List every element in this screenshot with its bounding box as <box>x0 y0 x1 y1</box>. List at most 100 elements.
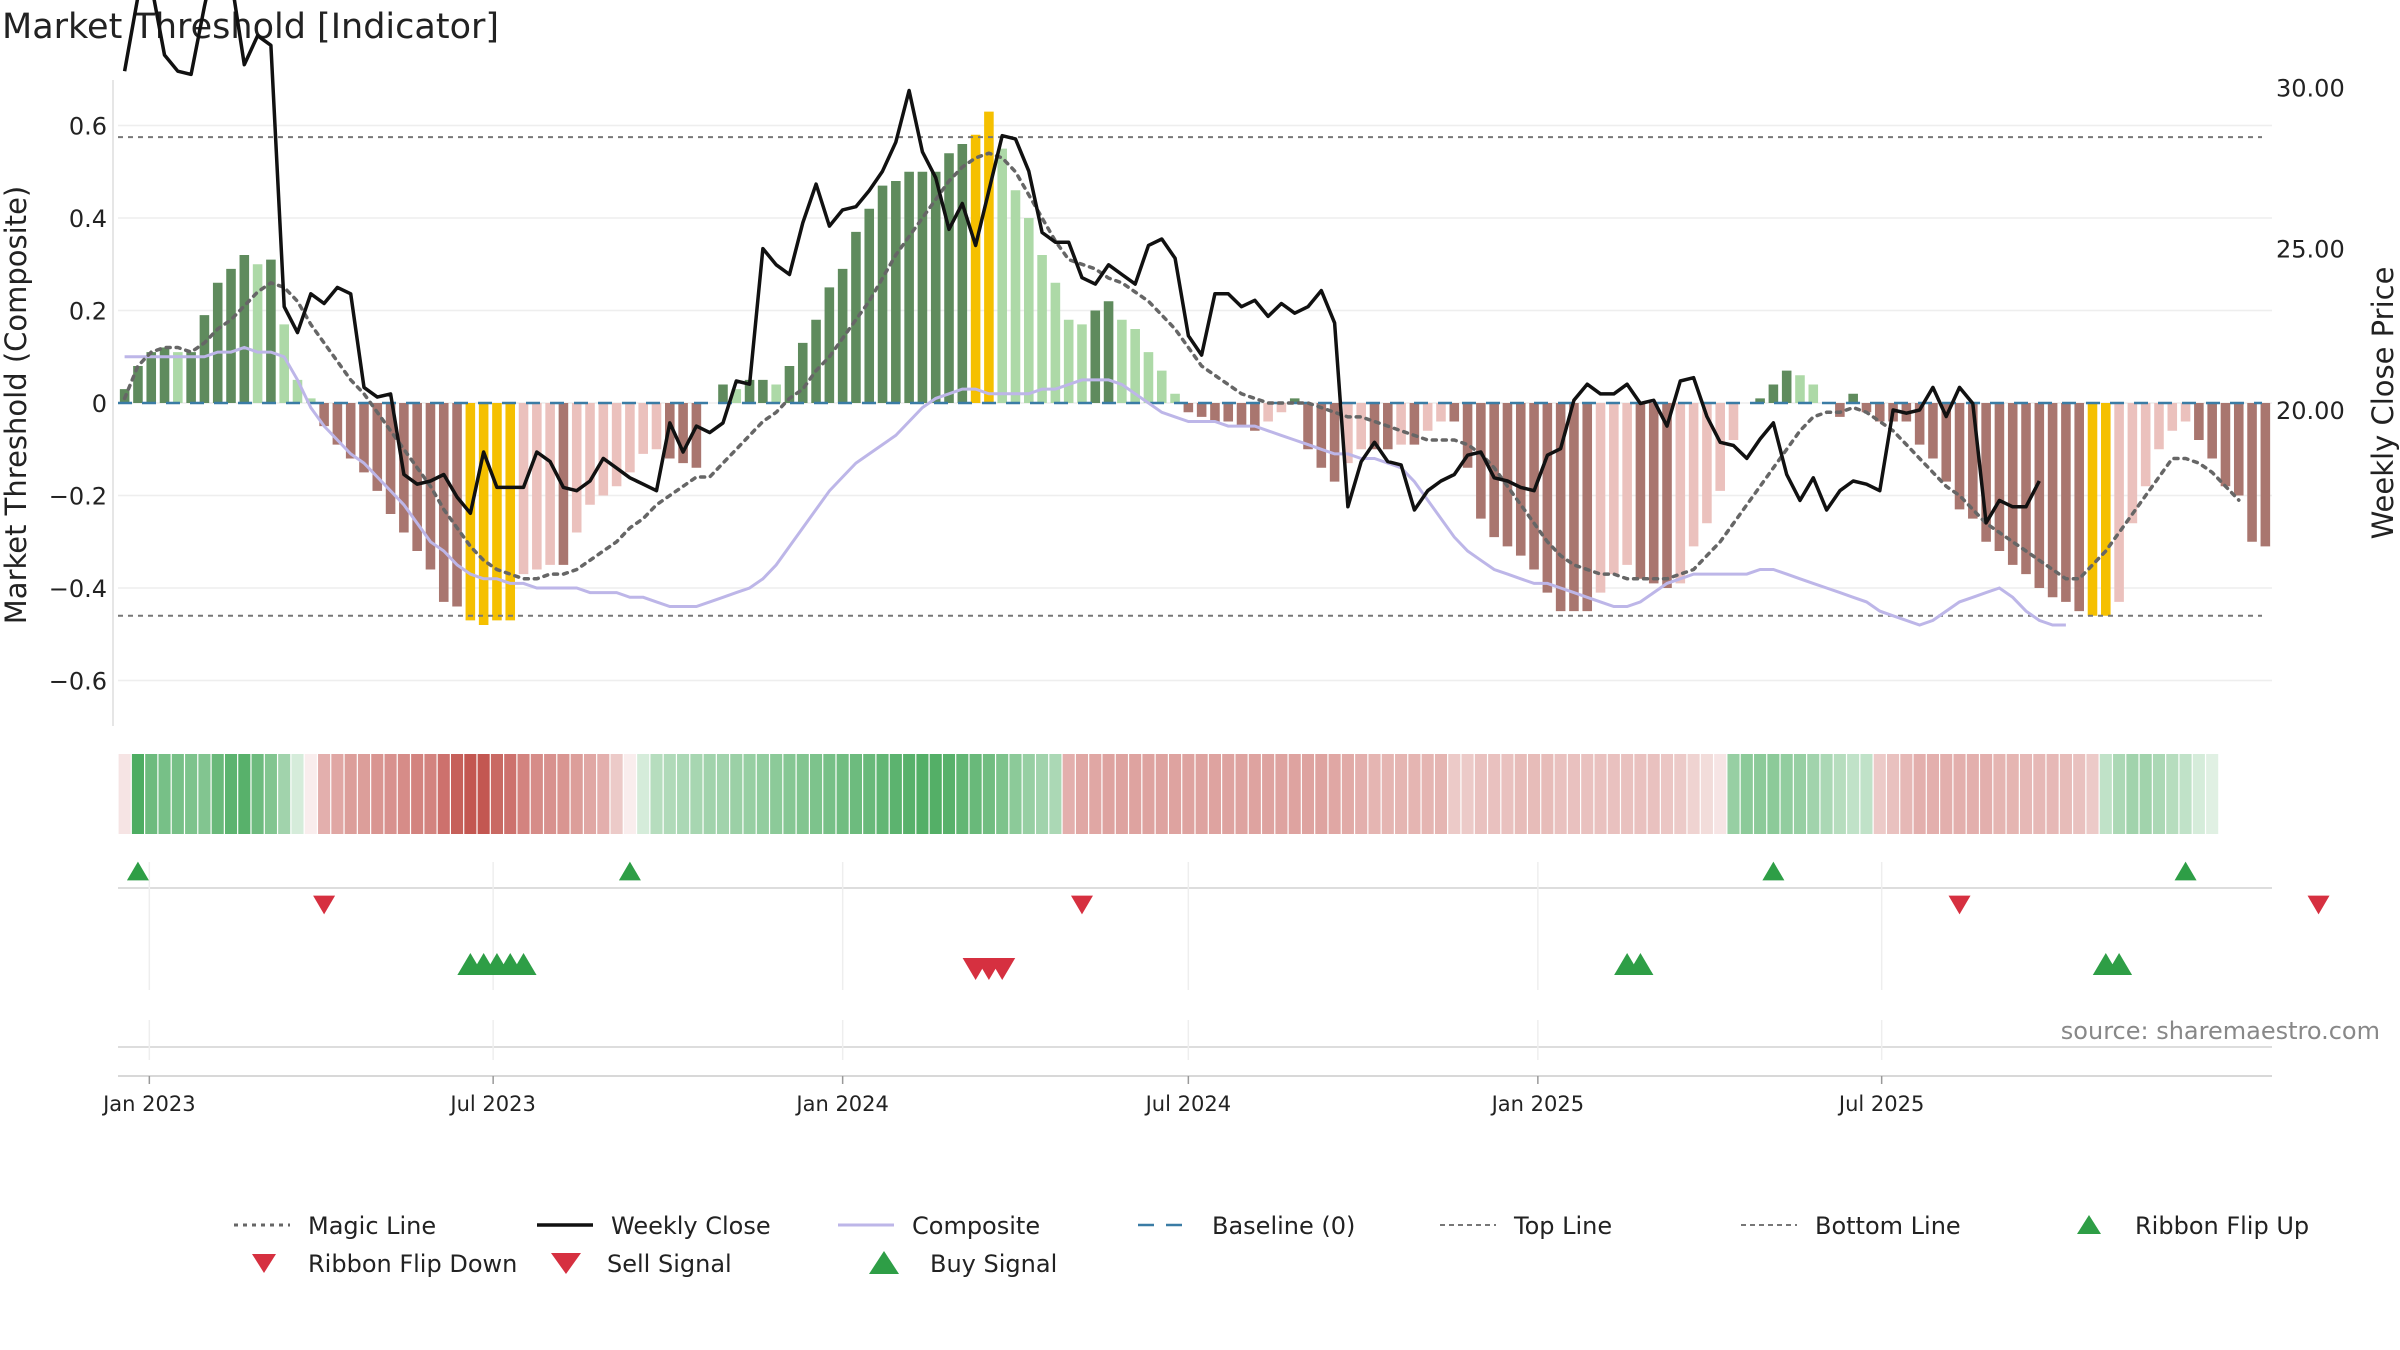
legend-label: Top Line <box>1513 1212 1612 1240</box>
ribbon-flip-down-marker <box>2307 895 2330 915</box>
y-left-tick-label: 0 <box>92 390 107 418</box>
ribbon-cell <box>304 754 317 834</box>
ribbon-cell <box>1102 754 1115 834</box>
composite-bar <box>532 403 542 570</box>
ribbon-cell <box>1727 754 1740 834</box>
composite-bar <box>625 403 635 473</box>
composite-bar <box>292 379 303 403</box>
ribbon-flip-down-marker <box>1948 895 1971 915</box>
composite-bar <box>678 403 688 464</box>
ribbon-cell <box>1169 754 1182 834</box>
ribbon-cell <box>1448 754 1461 834</box>
weekly-close-line <box>122 0 2041 525</box>
ribbon-cell <box>544 754 557 834</box>
composite-bar <box>944 153 954 403</box>
composite-bar <box>1263 403 1273 422</box>
legend-label: Bottom Line <box>1815 1212 1961 1240</box>
composite-bar <box>1223 403 1234 422</box>
composite-bar <box>1117 319 1127 403</box>
composite-bar <box>917 171 928 403</box>
composite-bar <box>2154 403 2164 450</box>
composite-bar <box>2260 403 2271 547</box>
ribbon-cell <box>185 754 198 834</box>
composite-bar <box>186 352 196 403</box>
ribbon-cell <box>1155 754 1168 834</box>
ribbon-cell <box>2206 754 2219 834</box>
ribbon-cell <box>1687 754 1700 834</box>
ribbon-cell <box>557 754 570 834</box>
ribbon-cell <box>996 754 1009 834</box>
composite-bar <box>1250 403 1260 431</box>
ribbon-cell <box>2192 754 2205 834</box>
composite-bar <box>891 181 901 403</box>
ribbon-cell <box>2139 754 2152 834</box>
ribbon-cell <box>570 754 583 834</box>
triangle-up-icon <box>869 1251 899 1274</box>
composite-bar <box>997 148 1007 403</box>
composite-bar <box>1183 403 1194 413</box>
ribbon-cell <box>517 754 530 834</box>
ribbon-cell <box>411 754 424 834</box>
ribbon-cell <box>145 754 158 834</box>
composite-bar <box>571 403 582 533</box>
legend-item-magic: Magic Line <box>234 1212 436 1240</box>
composite-bar <box>1609 403 1619 575</box>
composite-bar <box>159 347 170 403</box>
ribbon-cell <box>1514 754 1527 834</box>
ribbon-cell <box>1248 754 1261 834</box>
ribbon-cell <box>1208 754 1221 834</box>
legend-label: Composite <box>912 1212 1040 1240</box>
legend-label: Ribbon Flip Up <box>2135 1212 2309 1240</box>
ribbon-cell <box>1341 754 1354 834</box>
composite-bar <box>1436 403 1446 422</box>
composite-bar <box>1688 403 1699 547</box>
legend: Magic Line Weekly Close Composite Baseline … <box>234 1212 2309 1278</box>
y-right-tick-label: 25.00 <box>2276 236 2345 264</box>
composite-bar <box>1077 324 1087 403</box>
ribbon-flip-down-marker <box>1070 895 1093 915</box>
composite-bar <box>1356 403 1366 450</box>
composite-bar <box>1090 310 1101 403</box>
legend-label: Baseline (0) <box>1212 1212 1355 1240</box>
composite-bar <box>1768 384 1779 403</box>
ribbon-cell <box>610 754 623 834</box>
composite-bar <box>2140 403 2151 487</box>
ribbon-cell <box>583 754 597 834</box>
composite-bar <box>1369 403 1380 450</box>
ribbon-cell <box>1833 754 1846 834</box>
ribbon-cell <box>863 754 876 834</box>
ribbon-cell <box>1421 754 1434 834</box>
composite-bar <box>1462 403 1473 468</box>
ribbon-cell <box>1022 754 1035 834</box>
ribbon-cell <box>1089 754 1102 834</box>
legend-item-baseline: Baseline (0) <box>1138 1212 1355 1240</box>
composite-bar <box>319 403 329 427</box>
ribbon-cell <box>1182 754 1195 834</box>
ribbon-cell <box>2059 754 2072 834</box>
ribbon-cell <box>384 754 397 834</box>
composite-bar <box>1037 255 1047 403</box>
series-lines <box>118 0 2262 627</box>
ribbon-cell <box>278 754 291 834</box>
composite-bar <box>784 366 795 403</box>
ribbon-cell <box>1887 754 1900 834</box>
composite-bar <box>173 352 183 403</box>
composite-bar <box>731 389 742 403</box>
composite-bar <box>758 379 768 403</box>
ribbon-cell <box>1474 754 1487 834</box>
composite-bar <box>1582 403 1593 612</box>
ribbon-cell <box>198 754 211 834</box>
ribbon-cell <box>1355 754 1368 834</box>
ribbon-cell <box>1275 754 1288 834</box>
composite-bar <box>1196 403 1207 417</box>
composite-bar <box>1954 403 1965 510</box>
y-left-axis-label: Market Threshold (Composite) <box>0 186 33 624</box>
ribbon-cell <box>743 754 756 834</box>
composite-bar <box>252 264 263 403</box>
ribbon-cell <box>1301 754 1315 834</box>
ribbon-flip-up-marker <box>1762 861 1785 881</box>
composite-bar <box>1050 282 1061 403</box>
ribbon-cell <box>1754 754 1767 834</box>
ribbon-cell <box>1195 754 1208 834</box>
